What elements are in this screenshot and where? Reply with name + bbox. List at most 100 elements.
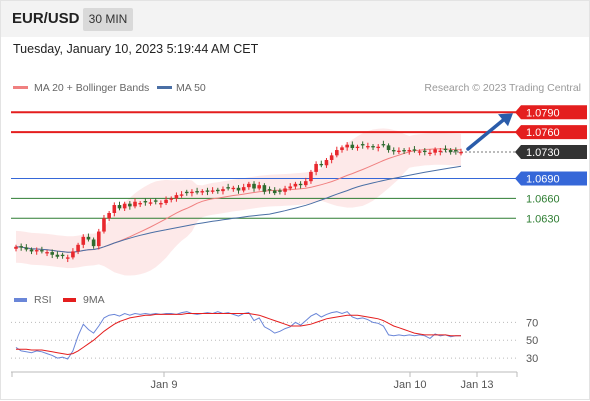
candle-body xyxy=(117,205,122,209)
level-label-current: 1.0730 xyxy=(526,147,560,159)
candle xyxy=(252,181,256,192)
candle xyxy=(45,250,49,257)
candle xyxy=(459,148,463,156)
candle-body xyxy=(164,199,168,204)
candle xyxy=(216,187,220,194)
candle-body xyxy=(402,150,406,152)
candle xyxy=(205,187,210,196)
candle xyxy=(412,146,417,153)
candle-body xyxy=(210,190,215,192)
candle-body xyxy=(262,185,267,192)
candle-body xyxy=(366,146,370,148)
candle-body xyxy=(407,150,412,152)
candle-body xyxy=(422,150,427,153)
candle-body xyxy=(314,163,318,172)
rsi-line xyxy=(15,311,461,360)
ma50-line xyxy=(15,165,462,253)
candle xyxy=(122,201,127,212)
candle xyxy=(314,161,318,176)
candle-body xyxy=(34,250,39,252)
candle-body xyxy=(96,231,101,247)
candle xyxy=(366,142,370,150)
candle xyxy=(262,183,267,195)
candle xyxy=(195,187,199,195)
candle xyxy=(221,186,225,195)
candle-body xyxy=(40,250,44,252)
candle-body xyxy=(345,144,349,148)
candle xyxy=(448,148,453,155)
candle-body xyxy=(438,150,443,153)
candle xyxy=(60,252,65,259)
legend-ma50-swatch xyxy=(157,86,172,89)
level-tag-resistance xyxy=(515,125,587,140)
symbol-label: EUR/USD xyxy=(12,10,80,27)
candle-body xyxy=(169,198,174,200)
candle xyxy=(34,247,39,255)
candle xyxy=(381,140,386,148)
candle xyxy=(433,147,437,156)
candle xyxy=(40,246,44,254)
candle-body xyxy=(221,189,225,192)
candle-body xyxy=(195,191,199,193)
level-label-pivot: 1.0690 xyxy=(526,174,560,186)
candle xyxy=(55,251,60,259)
candle-body xyxy=(340,147,344,151)
candle-body xyxy=(91,239,96,247)
rsi-tick-label: 30 xyxy=(526,353,538,365)
candle-body xyxy=(428,152,432,155)
candle-body xyxy=(143,201,148,203)
price-labels: 1.0790 1.0760 1.0730 1.0690 1.0660 1.0630 xyxy=(515,105,587,225)
legend-ma20-swatch xyxy=(13,86,28,89)
candle-body xyxy=(448,150,453,153)
candle-body xyxy=(283,188,287,192)
candle-body xyxy=(293,183,298,187)
candle xyxy=(153,198,158,205)
candle xyxy=(174,192,179,202)
candle-body xyxy=(381,144,386,146)
candle xyxy=(376,144,381,152)
candle-body xyxy=(128,203,132,207)
candle-body xyxy=(60,254,65,257)
candle xyxy=(143,198,148,206)
legend-rsi-swatch xyxy=(14,298,27,302)
legend: MA 20 + Bollinger Bands MA 50 Research ©… xyxy=(13,82,581,94)
forecast-arrow-shaft xyxy=(466,118,505,151)
rsi-tick-label: 50 xyxy=(526,335,538,347)
level-tag-current xyxy=(515,145,587,160)
candle-body xyxy=(138,203,142,205)
x-tick-label: Jan 13 xyxy=(460,379,493,391)
candle-body xyxy=(272,190,277,194)
candle xyxy=(267,186,272,194)
candle xyxy=(443,145,448,153)
candle xyxy=(226,183,230,191)
candle-body xyxy=(241,187,246,191)
candle xyxy=(96,228,101,250)
candle-body xyxy=(324,159,329,166)
candle xyxy=(247,181,251,190)
candle xyxy=(329,152,334,164)
level-label-support: 1.0630 xyxy=(526,213,560,225)
candle xyxy=(138,201,142,208)
candle xyxy=(210,187,215,194)
candle xyxy=(50,249,55,259)
rsi-legend: RSI 9MA xyxy=(14,294,105,306)
forecast-arrow xyxy=(466,113,513,151)
timeframe-button[interactable]: 30 MIN xyxy=(83,8,133,31)
candle-body xyxy=(107,212,111,219)
candle-body xyxy=(55,254,60,257)
candle-body xyxy=(226,187,230,189)
candle xyxy=(236,185,241,194)
candle xyxy=(107,211,111,221)
level-tag-resistance xyxy=(515,105,587,120)
candle-body xyxy=(76,244,80,252)
candle xyxy=(14,244,18,252)
candle xyxy=(29,247,34,255)
candle-body xyxy=(231,187,236,190)
top-bar: EUR/USD 30 MIN xyxy=(1,1,589,37)
candle xyxy=(407,147,412,155)
candle-body xyxy=(355,146,360,149)
candle-body xyxy=(303,181,308,186)
candle-body xyxy=(417,151,422,153)
candle-body xyxy=(459,152,463,154)
candle xyxy=(335,146,339,158)
